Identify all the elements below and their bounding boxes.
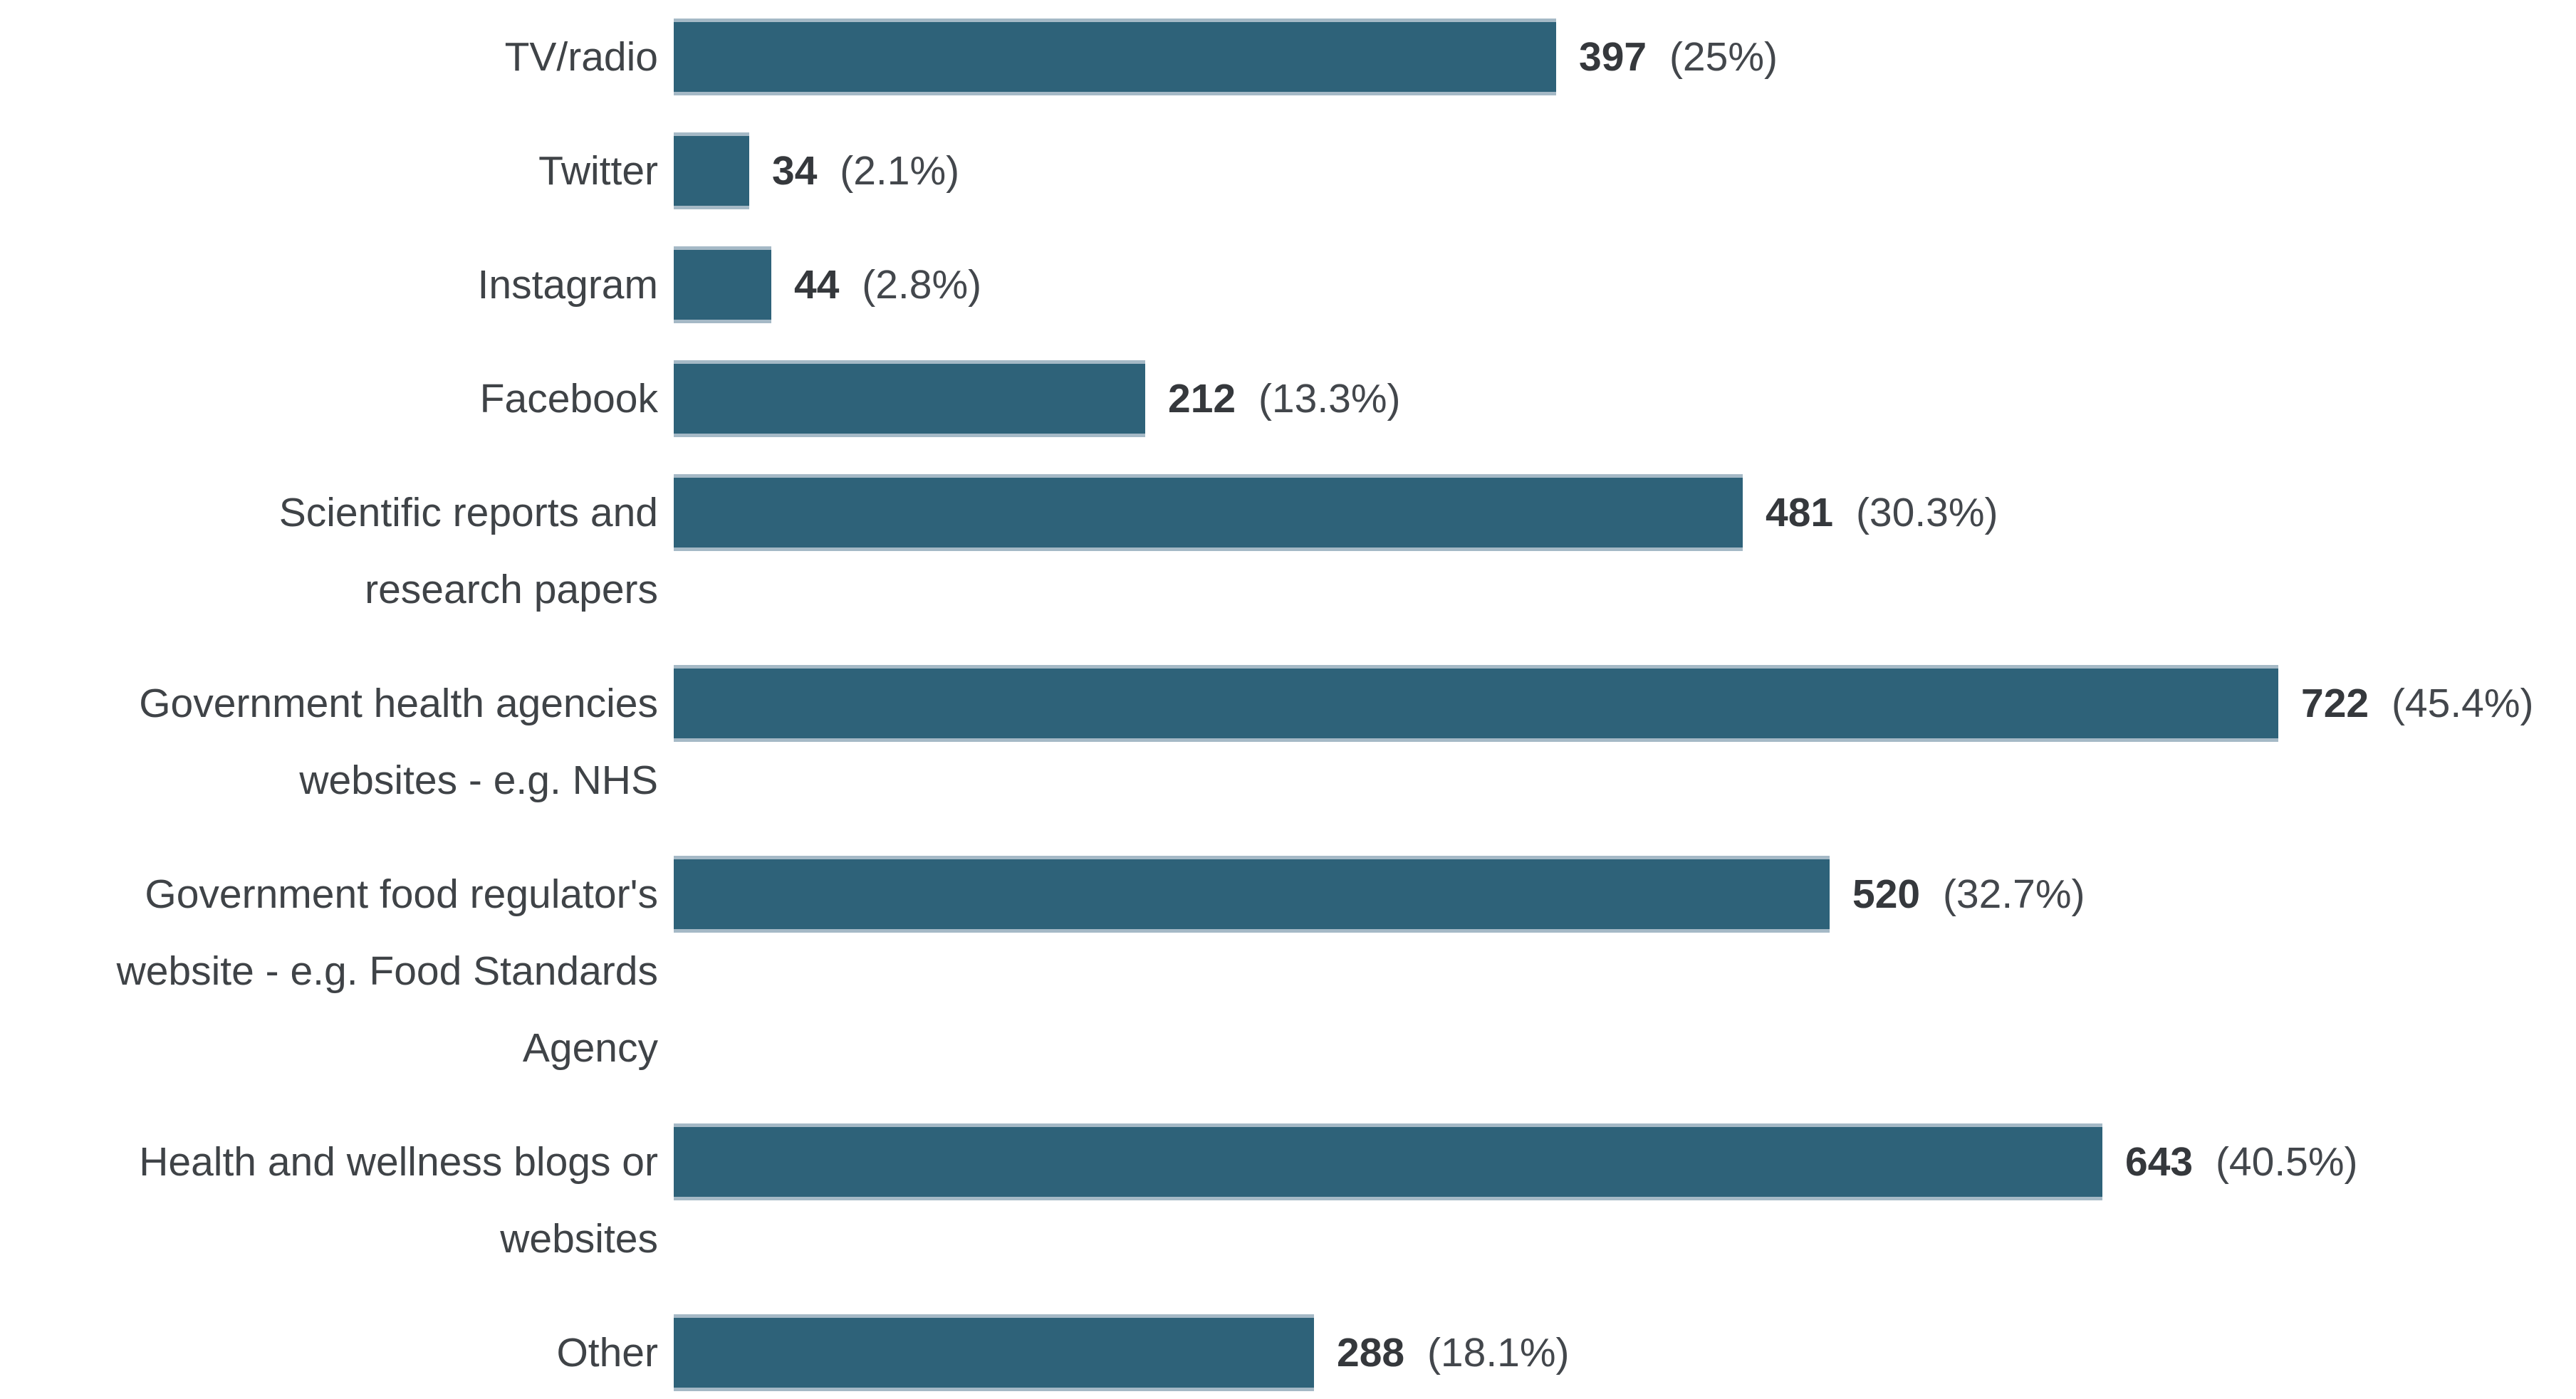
- value-count: 397: [1579, 34, 1647, 80]
- value-label: 520 (32.7%): [1852, 871, 2085, 918]
- category-label: Scientific reports and research papers: [0, 474, 674, 628]
- value-percent: (25%): [1669, 34, 1778, 80]
- category-label-line: Government health agencies: [139, 681, 658, 726]
- bar-area: 643 (40.5%): [674, 1123, 2576, 1200]
- category-label-line: Government food regulator's: [145, 871, 658, 917]
- bar: [674, 246, 771, 323]
- value-label: 397 (25%): [1579, 33, 1778, 80]
- chart-row: Other 288 (18.1%): [0, 1314, 2576, 1391]
- value-percent: (45.4%): [2391, 681, 2534, 726]
- category-label-line: Other: [556, 1330, 658, 1376]
- category-label: Twitter: [0, 132, 674, 209]
- category-label-line: Agency: [522, 1025, 658, 1071]
- category-label-line: Scientific reports and: [278, 490, 658, 535]
- category-label: Government health agencies websites - e.g…: [0, 665, 674, 819]
- bar: [674, 665, 2278, 742]
- value-count: 481: [1766, 490, 1834, 535]
- category-label: Other: [0, 1314, 674, 1391]
- category-label: Instagram: [0, 246, 674, 323]
- category-label-line: Instagram: [477, 262, 658, 308]
- value-count: 212: [1168, 376, 1236, 421]
- chart-row: Health and wellness blogs or websites 643…: [0, 1123, 2576, 1277]
- value-count: 520: [1852, 871, 1921, 917]
- category-label-line: Health and wellness blogs or: [139, 1139, 658, 1185]
- bar-area: 34 (2.1%): [674, 132, 2576, 209]
- chart-row: Instagram 44 (2.8%): [0, 246, 2576, 323]
- value-label: 44 (2.8%): [794, 261, 981, 308]
- value-percent: (30.3%): [1855, 490, 1998, 535]
- chart-row: TV/radio 397 (25%): [0, 19, 2576, 95]
- value-count: 44: [794, 262, 840, 308]
- value-label: 643 (40.5%): [2125, 1138, 2358, 1185]
- chart-row: Government food regulator's website - e.g…: [0, 856, 2576, 1086]
- bar-area: 722 (45.4%): [674, 665, 2576, 742]
- bar: [674, 132, 749, 209]
- category-label: Facebook: [0, 360, 674, 437]
- bar-area: 520 (32.7%): [674, 856, 2576, 933]
- value-label: 288 (18.1%): [1337, 1329, 1570, 1376]
- bar: [674, 1123, 2102, 1200]
- value-label: 34 (2.1%): [772, 147, 959, 194]
- bar: [674, 1314, 1314, 1391]
- bar-area: 288 (18.1%): [674, 1314, 2576, 1391]
- bar: [674, 19, 1556, 95]
- value-label: 481 (30.3%): [1766, 489, 1998, 536]
- chart-row: Government health agencies websites - e.g…: [0, 665, 2576, 819]
- category-label-line: websites: [500, 1216, 658, 1262]
- bar: [674, 474, 1743, 551]
- bar-area: 397 (25%): [674, 19, 2576, 95]
- chart-rows: TV/radio 397 (25%) Twitter 34 (2.1%) Ins…: [0, 19, 2576, 1391]
- value-percent: (18.1%): [1427, 1330, 1570, 1376]
- value-percent: (2.8%): [862, 262, 982, 308]
- category-label: TV/radio: [0, 19, 674, 95]
- value-count: 288: [1337, 1330, 1405, 1376]
- value-label: 212 (13.3%): [1168, 375, 1401, 422]
- value-count: 34: [772, 148, 818, 194]
- value-count: 722: [2301, 681, 2369, 726]
- category-label: Health and wellness blogs or websites: [0, 1123, 674, 1277]
- category-label-line: research papers: [365, 567, 658, 612]
- value-percent: (13.3%): [1258, 376, 1401, 421]
- value-count: 643: [2125, 1139, 2194, 1185]
- bar: [674, 856, 1830, 933]
- category-label-line: Facebook: [479, 376, 658, 421]
- bar-area: 212 (13.3%): [674, 360, 2576, 437]
- chart-row: Twitter 34 (2.1%): [0, 132, 2576, 209]
- value-percent: (2.1%): [840, 148, 960, 194]
- chart-row: Scientific reports and research papers 48…: [0, 474, 2576, 628]
- category-label-line: website - e.g. Food Standards: [116, 948, 658, 994]
- category-label: Government food regulator's website - e.g…: [0, 856, 674, 1086]
- value-label: 722 (45.4%): [2301, 680, 2534, 727]
- bar-area: 44 (2.8%): [674, 246, 2576, 323]
- bar-area: 481 (30.3%): [674, 474, 2576, 551]
- category-label-line: TV/radio: [504, 34, 658, 80]
- value-percent: (32.7%): [1942, 871, 2085, 917]
- category-label-line: Twitter: [538, 148, 658, 194]
- category-label-line: websites - e.g. NHS: [299, 758, 658, 803]
- value-percent: (40.5%): [2215, 1139, 2358, 1185]
- bar: [674, 360, 1145, 437]
- chart-row: Facebook 212 (13.3%): [0, 360, 2576, 437]
